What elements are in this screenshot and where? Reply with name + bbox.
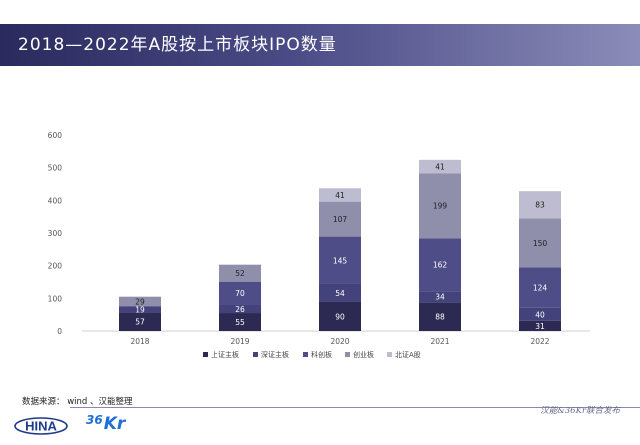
data-label: 199 <box>433 202 448 211</box>
legend-label: 科创板 <box>311 350 332 359</box>
bar-segment <box>519 320 561 331</box>
y-tick-label: 500 <box>48 164 63 173</box>
legend-swatch <box>253 352 258 357</box>
data-source-note: 数据来源： wind 、汉能整理 <box>22 397 133 407</box>
bar-segment <box>319 301 361 331</box>
data-label: 90 <box>335 312 345 321</box>
data-label: 52 <box>235 269 245 278</box>
legend-swatch <box>387 352 392 357</box>
bar-segment <box>519 307 561 321</box>
legend-label: 创业板 <box>353 350 374 359</box>
bar-segment <box>519 267 561 308</box>
bar-segment <box>319 283 361 302</box>
legend-label: 北证A股 <box>395 351 421 359</box>
data-label: 29 <box>135 297 145 306</box>
data-label: 41 <box>335 191 345 200</box>
y-tick-label: 200 <box>48 262 63 271</box>
data-label: 26 <box>235 305 245 314</box>
bar-segment <box>219 313 261 331</box>
data-label: 70 <box>235 289 245 298</box>
x-tick-label: 2021 <box>430 337 449 346</box>
bar-segment <box>519 191 561 219</box>
legend-swatch <box>345 352 350 357</box>
data-label: 83 <box>535 201 545 210</box>
y-tick-label: 400 <box>48 196 63 205</box>
data-label: 54 <box>335 289 345 298</box>
footer-publisher-note: 汉能&36Kr联合发布 <box>540 406 620 416</box>
bar-segment <box>119 306 161 313</box>
y-tick-label: 100 <box>48 294 63 303</box>
bar-segment <box>419 159 461 174</box>
bar-segment <box>219 281 261 305</box>
36kr-logo: 36Kr <box>86 413 126 434</box>
bar-segment <box>519 218 561 268</box>
data-label: 57 <box>135 318 145 327</box>
legend-label: 上证主板 <box>211 350 239 359</box>
bar-segment <box>419 291 461 303</box>
data-label: 41 <box>435 163 445 172</box>
hina-logo-text: HINA <box>25 419 57 434</box>
bar-segment <box>419 302 461 331</box>
title-banner: 2018—2022年A股按上市板块IPO数量 <box>0 24 640 66</box>
bar-segment <box>319 201 361 237</box>
bar-segment <box>419 173 461 239</box>
data-label: 19 <box>135 305 145 314</box>
y-tick-label: 0 <box>57 327 62 336</box>
x-tick-label: 2020 <box>330 337 349 346</box>
data-label: 40 <box>535 310 545 319</box>
x-tick-label: 2018 <box>130 337 149 346</box>
bar-segment <box>219 264 261 282</box>
footer-divider <box>70 407 640 408</box>
x-tick-label: 2022 <box>530 337 549 346</box>
y-tick-label: 600 <box>48 131 63 140</box>
x-tick-label: 2019 <box>230 337 249 346</box>
bar-segment <box>319 236 361 284</box>
legend-swatch <box>303 352 308 357</box>
legend-label: 深证主板 <box>261 350 289 359</box>
legend-swatch <box>203 352 208 357</box>
bar-segment <box>419 238 461 292</box>
bar-segment <box>119 296 161 307</box>
data-label: 150 <box>533 239 548 248</box>
page-title: 2018—2022年A股按上市板块IPO数量 <box>18 35 337 55</box>
bar-segment <box>319 188 361 202</box>
y-tick-label: 300 <box>48 229 63 238</box>
data-label: 34 <box>435 293 445 302</box>
data-label: 107 <box>333 215 348 224</box>
hina-logo: HINA <box>14 417 68 435</box>
data-label: 124 <box>533 284 548 293</box>
data-label: 145 <box>333 256 348 265</box>
bar-segment <box>119 312 161 331</box>
bar-segment <box>219 304 261 314</box>
data-label: 31 <box>535 322 545 331</box>
data-label: 88 <box>435 313 445 322</box>
data-label: 162 <box>433 261 448 270</box>
data-label: 55 <box>235 318 245 327</box>
